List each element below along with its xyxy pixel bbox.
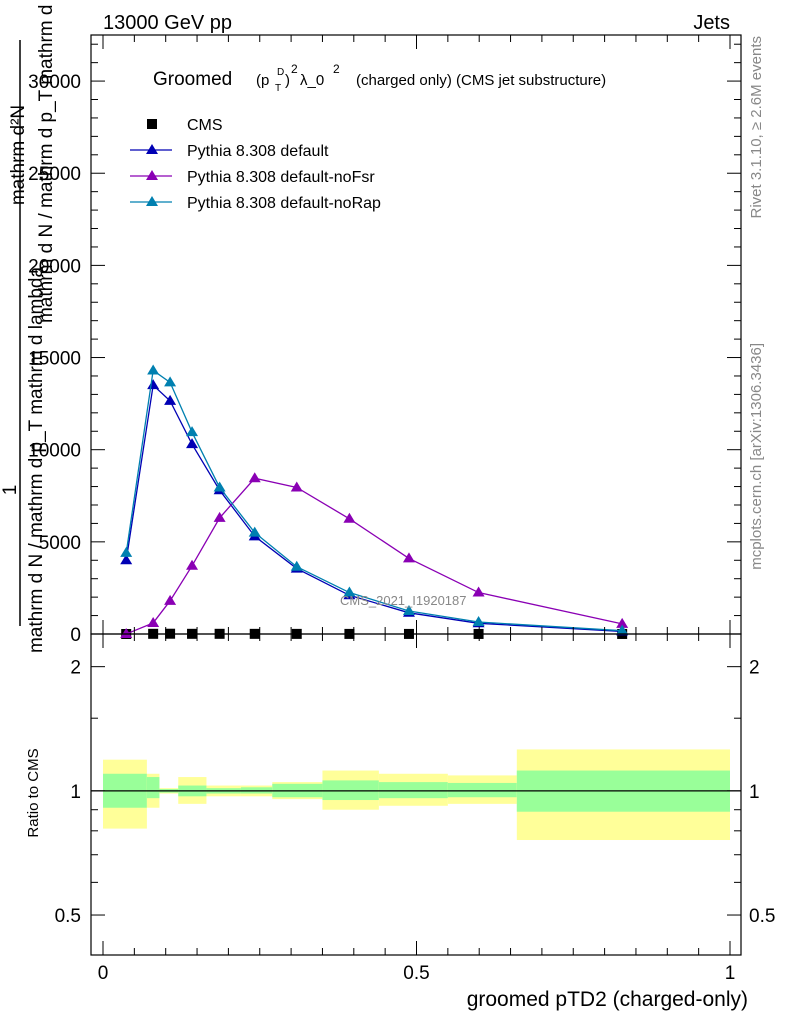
series-3-point-10: [616, 624, 629, 635]
main-ytick-label-4: 20000: [28, 256, 81, 277]
main-y-axis-label: mathrm d²N mathrm d N / mathrm d p_T mat…: [0, 0, 57, 653]
series-line-3: [125, 369, 623, 632]
main-ytick-label-0: 0: [70, 625, 81, 646]
xtick-label-2: 1: [725, 963, 736, 984]
main-ytick-label-2: 10000: [28, 441, 81, 462]
ratio-ytick-label-right-1: 1: [749, 782, 760, 803]
xtick-label-0: 0: [98, 963, 109, 984]
y-label-numerator-bottom: mathrm d N / mathrm d p_T mathrm d lambd…: [36, 0, 57, 323]
ratio-uncertainty-bands: [91, 749, 741, 841]
energy-label: 13000 GeV pp: [103, 12, 232, 34]
series-2-point-3: [186, 559, 199, 570]
series-2-point-4: [213, 511, 226, 522]
ratio-ytick-label-left-0: 0.5: [55, 906, 81, 927]
title-sup-2: 2: [291, 62, 298, 76]
legend: CMS Pythia 8.308 default Pythia 8.308 de…: [130, 117, 381, 212]
y-label-denominator: mathrm d N / mathrm d p_T mathrm d lambd…: [26, 267, 47, 654]
main-ytick-label-5: 25000: [28, 164, 81, 185]
series-3-point-0: [120, 546, 133, 557]
analysis-watermark: CMS_2021_I1920187: [340, 593, 467, 608]
legend-marker-nofsr: [146, 170, 158, 180]
series-3-point-6: [290, 560, 303, 571]
series-3: [120, 364, 629, 635]
legend-marker-default: [146, 144, 158, 154]
series-1-point-3: [186, 438, 199, 449]
title-lambda: λ_0: [300, 72, 324, 89]
legend-label-norap: Pythia 8.308 default-noRap: [187, 195, 381, 212]
axes: 0 5000 10000 15000 20000 25000 30000 0 0.5 1 0.5 0.…: [28, 34, 775, 984]
ratio-band-inner-1: [146, 777, 160, 799]
series-2-point-0: [120, 628, 133, 638]
ratio-band-inner-7: [322, 780, 379, 801]
ratio-ytick-label-right-0: 0.5: [749, 906, 775, 927]
legend-label-nofsr: Pythia 8.308 default-noFsr: [187, 169, 375, 186]
title-sup-d: D: [277, 67, 284, 78]
legend-label-default: Pythia 8.308 default: [187, 143, 329, 160]
series-3-point-2: [164, 376, 177, 387]
series-3-point-3: [186, 426, 199, 437]
series-3-point-7: [343, 586, 356, 597]
legend-marker-cms: [147, 119, 157, 129]
plot-title: Groomed (p D T ) 2 λ_0 2 (charged only) …: [153, 62, 606, 94]
series-2-point-7: [343, 512, 356, 523]
series-2-point-8: [402, 552, 415, 563]
mcplots-label: mcplots.cern.ch [arXiv:1306.3436]: [748, 343, 765, 570]
jets-label: Jets: [693, 12, 730, 34]
ratio-band-inner-8: [378, 782, 448, 799]
title-sub-t: T: [275, 83, 281, 94]
ratio-ytick-label-left-1: 1: [70, 782, 81, 803]
y-label-prefix: 1: [0, 485, 21, 496]
series-2: [120, 472, 629, 638]
series-1-point-0: [120, 554, 133, 565]
title-sup-2b: 2: [333, 62, 340, 76]
title-paren: ): [285, 72, 290, 89]
xtick-label-1: 0.5: [403, 963, 429, 984]
x-axis-label: groomed pTD2 (charged-only): [467, 988, 748, 1011]
series-2-point-6: [290, 481, 303, 492]
main-ytick-label-3: 15000: [28, 349, 81, 370]
ratio-ytick-label-left-2: 2: [70, 658, 81, 679]
title-p: (p: [256, 72, 269, 89]
series-2-point-9: [472, 586, 485, 597]
series-1-point-1: [147, 379, 160, 390]
main-ytick-label-1: 5000: [39, 533, 81, 554]
series-3-point-4: [213, 481, 226, 492]
main-ytick-label-6: 30000: [28, 72, 81, 93]
y-label-numerator-top: mathrm d²N: [8, 105, 29, 205]
ratio-y-axis-label: Ratio to CMS: [25, 748, 42, 837]
series-3-point-5: [248, 526, 261, 537]
series-1-point-2: [164, 394, 177, 405]
series-3-point-1: [147, 364, 160, 375]
series-3-point-9: [472, 616, 485, 627]
title-rest: (charged only) (CMS jet substructure): [356, 72, 606, 89]
rivet-version-label: Rivet 3.1.10, ≥ 2.6M events: [748, 36, 765, 219]
series-line-2: [125, 477, 623, 635]
title-groomed: Groomed: [153, 69, 232, 90]
series-2-point-10: [616, 617, 629, 628]
series-3-point-8: [402, 604, 415, 615]
series-2-point-5: [248, 472, 261, 483]
series-2-point-2: [164, 594, 177, 605]
ratio-ytick-label-right-2: 2: [749, 658, 760, 679]
legend-label-cms: CMS: [187, 117, 223, 134]
series-2-point-1: [147, 616, 160, 627]
ratio-band-inner-9: [447, 782, 517, 798]
legend-marker-norap: [146, 196, 158, 206]
